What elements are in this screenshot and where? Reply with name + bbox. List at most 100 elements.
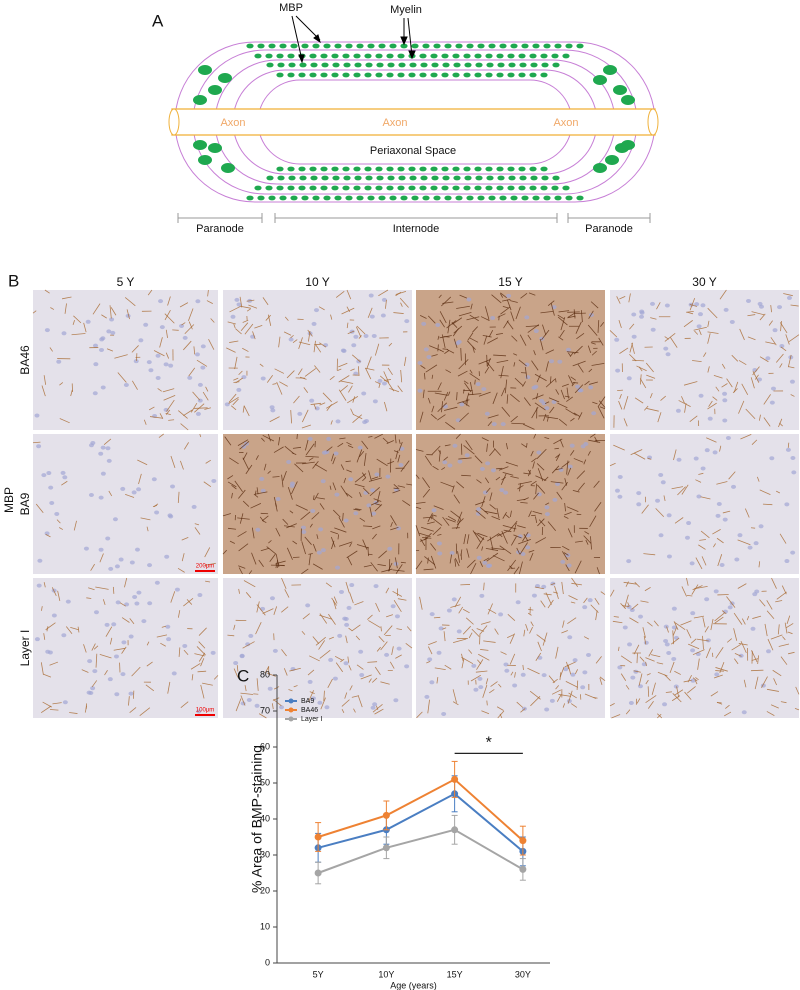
fiber	[568, 375, 574, 385]
nucleus	[230, 314, 236, 319]
fiber	[577, 412, 583, 420]
fiber	[61, 480, 68, 486]
fiber	[587, 324, 598, 336]
nucleus	[663, 624, 669, 629]
fiber	[283, 331, 292, 336]
mbp-dot	[279, 43, 287, 49]
fiber	[328, 636, 334, 640]
nucleus	[705, 638, 711, 643]
fiber	[737, 539, 751, 546]
nucleus	[99, 347, 105, 352]
fiber	[542, 324, 547, 336]
mbp-dot	[331, 185, 339, 191]
nucleus	[790, 455, 796, 460]
fiber	[476, 628, 485, 632]
fiber	[583, 636, 590, 640]
fiber	[420, 365, 426, 369]
fiber	[227, 634, 235, 637]
fiber	[445, 518, 456, 523]
fiber	[519, 334, 527, 346]
fiber	[639, 378, 647, 389]
fiber	[121, 646, 127, 654]
fiber	[238, 567, 243, 575]
fiber	[500, 473, 507, 485]
fiber	[262, 434, 275, 442]
fiber	[451, 485, 455, 493]
fiber	[623, 581, 637, 585]
nucleus	[210, 650, 216, 655]
fiber	[374, 381, 381, 385]
nucleus	[191, 504, 197, 509]
fiber	[469, 337, 479, 343]
fiber	[699, 539, 706, 541]
fiber	[780, 701, 787, 704]
fiber	[779, 363, 783, 368]
fiber	[710, 691, 719, 697]
fiber	[92, 303, 101, 315]
fiber	[319, 342, 327, 348]
mbp-dot	[298, 185, 306, 191]
fiber	[443, 391, 449, 401]
fiber	[203, 481, 212, 488]
mbp-dot	[378, 43, 386, 49]
fiber	[309, 655, 320, 662]
fiber	[245, 464, 253, 475]
fiber	[432, 514, 437, 517]
fiber	[722, 510, 731, 514]
nucleus	[246, 698, 252, 703]
nucleus	[110, 330, 116, 335]
fiber	[256, 678, 259, 691]
fiber	[86, 597, 92, 599]
fiber	[392, 489, 401, 494]
mbp-dot	[257, 43, 265, 49]
nucleus	[395, 526, 401, 531]
mbp-dot	[510, 195, 518, 201]
nucleus	[307, 679, 313, 684]
mbp-dot	[519, 175, 527, 181]
fiber	[138, 473, 142, 485]
fiber	[681, 396, 685, 404]
fiber	[544, 401, 550, 405]
fiber	[481, 496, 486, 507]
fiber	[744, 508, 750, 518]
fiber	[500, 293, 504, 298]
nucleus	[664, 303, 670, 308]
mbp-dot	[411, 43, 419, 49]
fiber	[69, 712, 78, 714]
data-point	[382, 844, 390, 852]
mbp-dot	[485, 166, 493, 172]
fiber	[358, 335, 362, 339]
fiber	[108, 490, 113, 497]
mbp-dot	[430, 185, 438, 191]
fiber	[644, 587, 651, 592]
fiber	[389, 387, 400, 393]
fiber	[233, 377, 239, 381]
mbp-dot	[422, 195, 430, 201]
fiber	[236, 665, 239, 672]
mbp-dot	[400, 43, 408, 49]
fiber	[629, 323, 635, 330]
fiber	[625, 684, 630, 690]
nucleus	[124, 602, 130, 607]
nucleus	[429, 612, 435, 617]
nucleus	[143, 322, 149, 327]
fiber	[698, 329, 702, 336]
fiber	[570, 376, 577, 381]
fiber	[630, 449, 643, 456]
fiber	[689, 304, 698, 307]
fiber	[439, 349, 444, 353]
fiber	[32, 310, 37, 314]
fiber	[599, 677, 603, 685]
nucleus	[197, 382, 203, 387]
mbp-dot	[367, 43, 375, 49]
fiber	[707, 333, 711, 344]
nucleus	[98, 495, 104, 500]
fiber	[636, 365, 647, 372]
fiber	[758, 414, 761, 421]
fiber	[625, 709, 631, 715]
fiber	[251, 527, 255, 539]
fiber	[387, 367, 393, 376]
fiber	[776, 490, 781, 494]
nucleus	[544, 512, 550, 517]
fiber	[470, 674, 482, 682]
